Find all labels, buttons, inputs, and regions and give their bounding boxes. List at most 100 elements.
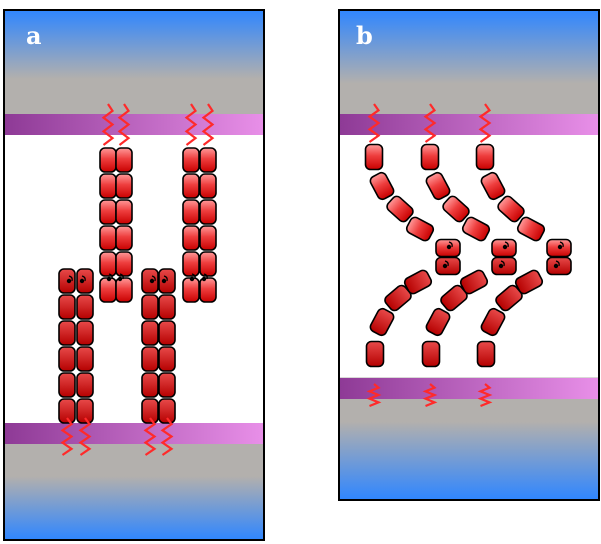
panel-a-top-rod-1-2-domain-6 (115, 277, 133, 303)
panel-a-molecules (58, 103, 217, 456)
panel-a-top-rod-2-1-domain-5 (182, 251, 200, 277)
panel-a-label: a (26, 21, 42, 50)
panel-a-bottom-rod-1-2-domain-5 (76, 372, 94, 398)
panel-a-bottom-rod-2-adhesion-site-2 (163, 275, 168, 282)
panel-a-bottom-rod-2-adhesion-site (151, 275, 156, 282)
panel-a-bottom-rod-1-1-domain-3 (58, 320, 76, 346)
panel-b-chain-3-adhesion-site (559, 241, 564, 248)
panel-b-bottom-chain-3-domain-1 (514, 269, 544, 295)
panel-a-bottom-linker-2-2 (160, 417, 174, 456)
panel-b: b (338, 9, 600, 501)
panel-b-bottom-chain-2-domain-1 (459, 269, 489, 295)
panel-b-top-chain-2-domain-1 (420, 143, 440, 171)
panel-b-chain-2-adhesion-site-2-dot (498, 263, 504, 269)
panel-a-bottom-rod-1-1-domain-2 (58, 294, 76, 320)
panel-b-top-membrane (340, 114, 598, 135)
panel-a-top-rod-2-1-domain-1 (182, 147, 200, 173)
panel-a-bottom-rod-1-1-domain-5 (58, 372, 76, 398)
panel-a-top-linker-1-2 (117, 103, 131, 146)
panel-b-top-chain-3-domain-3 (497, 195, 525, 223)
panel-a-bottom-rod-1-2-domain-2 (76, 294, 94, 320)
panel-b-chain-3-adhesion-site-dot (557, 244, 563, 250)
panel-a-top-rod-2-2-domain-2 (199, 173, 217, 199)
panel-a-top-linker-2-2 (201, 103, 215, 146)
panel-b-top-chain-1-domain-2 (369, 171, 395, 201)
panel-b-top-chain-3-domain-2 (480, 171, 506, 201)
panel-a-top-rod-2-adhesion-site (191, 273, 196, 280)
panel-a-top-rod-2-adhesion-site-2-dot (201, 276, 207, 282)
panel-b-chain-2-adhesion-site-2 (500, 260, 505, 267)
panel-a-top-rod-1-adhesion-site-2 (119, 273, 124, 280)
panel-a-top-rod-2-2-domain-4 (199, 225, 217, 251)
panel-a-top-membrane (5, 114, 263, 135)
panel-a-bottom-rod-1-2-domain-6 (76, 398, 94, 424)
panel-a-bottom-rod-2-adhesion-site-dot (149, 278, 155, 284)
panel-b-chain-2-adhesion-site (504, 241, 509, 248)
panel-a-top-rod-1-adhesion-site (108, 273, 113, 280)
panel-a-top-linker-2-1 (184, 103, 198, 146)
panel-a-top-linker-1-1 (101, 103, 115, 146)
panel-a-bottom-rod-2-2-domain-6 (158, 398, 176, 424)
panel-b-chain-1-adhesion-site-dot (446, 244, 452, 250)
panel-b-bottom-linker-2 (422, 383, 438, 408)
panel-a-top-rod-2-1-domain-4 (182, 225, 200, 251)
panel-b-top-chain-3-domain-4 (516, 216, 546, 242)
panel-b-chain-1-adhesion-site (448, 241, 453, 248)
panel-a-bottom-rod-2-2-domain-3 (158, 320, 176, 346)
panel-b-top-chain-1-domain-4 (405, 216, 435, 242)
panel-b-top-linker-1 (367, 103, 381, 143)
panel-b-top-chain-2-domain-3 (442, 195, 470, 223)
panel-a-top-rod-1-2-domain-5 (115, 251, 133, 277)
panel-a-background (3, 9, 265, 541)
panel-b-top-linker-3 (478, 103, 492, 143)
panel-b-bottom-membrane (340, 378, 598, 399)
panel-a-top-rod-1-2-domain-1 (115, 147, 133, 173)
panel-a-bottom-linker-1-2 (78, 417, 92, 456)
panel-b-bottom-chain-2-domain-4 (421, 340, 441, 368)
panel-b-chain-1-adhesion-site-2-dot (442, 263, 448, 269)
panel-a-bottom-rod-1-1-domain-6 (58, 398, 76, 424)
panel-b-bottom-chain-3-domain-2 (495, 284, 523, 312)
panel-a-top-rod-1-2-domain-2 (115, 173, 133, 199)
panel-a-bottom-rod-2-1-domain-6 (141, 398, 159, 424)
panel-b-bottom-chain-1-domain-3 (369, 307, 395, 337)
panel-a-top-rod-1-adhesion-site-dot (106, 276, 112, 282)
panel-a-top-rod-2-2-domain-3 (199, 199, 217, 225)
panel-a-top-rod-1-2-domain-3 (115, 199, 133, 225)
panel-a-bottom-rod-2-1-domain-5 (141, 372, 159, 398)
panel-b-bottom-chain-3-domain-3 (480, 307, 506, 337)
panel-a-top-rod-2-1-domain-2 (182, 173, 200, 199)
panel-b-top-chain-3-domain-1 (475, 143, 495, 171)
panel-b-bottom-chain-1-domain-4 (365, 340, 385, 368)
panel-a-top-rod-2-adhesion-site-2 (203, 273, 208, 280)
panel-a-top-rod-1-1-domain-5 (99, 251, 117, 277)
panel-b-chain-3-adhesion-site-2-dot (553, 263, 559, 269)
panel-a-bottom-linker-1-1 (60, 417, 74, 456)
panel-a-bottom-rod-1-2-domain-3 (76, 320, 94, 346)
panel-a-bottom-rod-2-2-domain-4 (158, 346, 176, 372)
panel-b-bottom-linker-3 (477, 383, 493, 408)
panel-a-bottom-rod-1-adhesion-site-2-dot (79, 278, 85, 284)
panel-a-bottom-rod-2-1-domain-3 (141, 320, 159, 346)
panel-a-top-rod-1-1-domain-4 (99, 225, 117, 251)
panel-a-bottom-rod-2-2-domain-5 (158, 372, 176, 398)
panel-b-bottom-chain-1-domain-2 (384, 284, 412, 312)
panel-a-bottom-rod-2-2-domain-2 (158, 294, 176, 320)
panel-a-bottom-rod-1-2-domain-4 (76, 346, 94, 372)
panel-a-top-rod-2-1-domain-3 (182, 199, 200, 225)
panel-a-bottom-rod-1-1-domain-4 (58, 346, 76, 372)
panel-a-bottom-rod-1-adhesion-site-2 (81, 275, 86, 282)
panel-b-top-chain-2-domain-2 (425, 171, 451, 201)
panel-b-chain-1-adhesion-site-2 (444, 260, 449, 267)
panel-a-bottom-rod-2-1-domain-4 (141, 346, 159, 372)
panel-b-bottom-linker-1 (366, 383, 382, 408)
panel-b-top-chain-2-domain-4 (461, 216, 491, 242)
panel-a-top-rod-1-1-domain-3 (99, 199, 117, 225)
panel-b-chain-2-adhesion-site-dot (502, 244, 508, 250)
panel-a-bottom-membrane (5, 423, 263, 444)
panel-a: a (3, 9, 265, 541)
panel-a-top-rod-2-1-domain-6 (182, 277, 200, 303)
panel-b-bottom-chain-1-domain-1 (403, 269, 433, 295)
panel-a-top-rod-1-2-domain-4 (115, 225, 133, 251)
